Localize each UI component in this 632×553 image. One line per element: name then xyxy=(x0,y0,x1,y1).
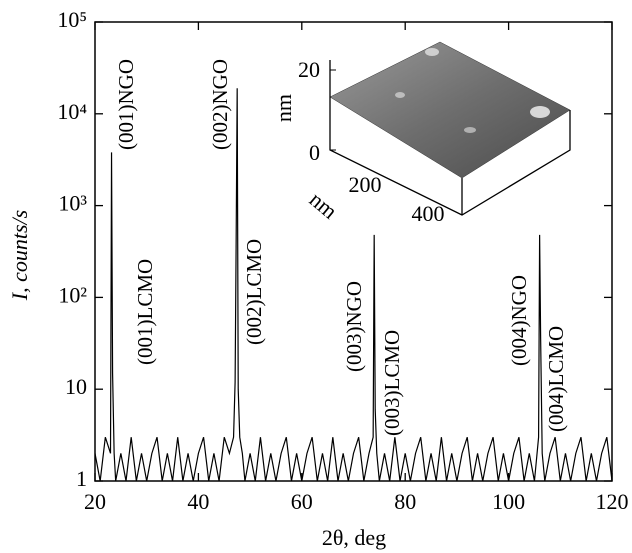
inset-z-tick-label: 0 xyxy=(309,140,320,165)
inset-z-label: nm xyxy=(271,94,296,122)
annotation: (004)LCMO xyxy=(544,326,568,432)
x-tick-label: 40 xyxy=(187,489,209,514)
afm-grain xyxy=(530,106,550,118)
y-tick-label: 10 xyxy=(65,374,87,399)
annotation: (002)NGO xyxy=(208,59,232,150)
annotation: (001)NGO xyxy=(114,59,138,150)
y-tick-label: 10³ xyxy=(58,191,87,216)
afm-grain xyxy=(425,48,439,56)
afm-grain xyxy=(464,127,476,133)
chart: 20 0 nm 200 400 nm (001)NGO (001)LCMO (0… xyxy=(0,0,632,553)
x-tick-label: 20 xyxy=(84,489,106,514)
x-tick-label: 100 xyxy=(492,489,525,514)
annotation: (002)LCMO xyxy=(242,239,266,345)
y-tick-label: 10⁵ xyxy=(57,7,87,32)
inset-xy-tick-label: 200 xyxy=(349,172,382,197)
annotation: (003)NGO xyxy=(342,281,366,372)
afm-grain xyxy=(395,92,405,98)
y-axis-label: I, counts/s xyxy=(7,210,32,301)
inset-xy-tick-label: 400 xyxy=(412,201,445,226)
annotation: (003)LCMO xyxy=(380,330,404,436)
inset: 20 0 nm 200 400 nm xyxy=(271,42,570,226)
x-axis-label: 2θ, deg xyxy=(322,525,386,550)
x-tick-label: 60 xyxy=(291,489,313,514)
annotation: (001)LCMO xyxy=(133,259,157,365)
inset-xy-label: nm xyxy=(305,187,343,224)
x-tick-label: 120 xyxy=(596,489,629,514)
x-tick-label: 80 xyxy=(394,489,416,514)
y-tick-label: 10⁴ xyxy=(57,99,87,124)
y-tick-label: 10² xyxy=(58,282,87,307)
y-tick-label: 1 xyxy=(76,466,87,491)
annotation: (004)NGO xyxy=(507,275,531,366)
inset-z-tick-label: 20 xyxy=(298,57,320,82)
